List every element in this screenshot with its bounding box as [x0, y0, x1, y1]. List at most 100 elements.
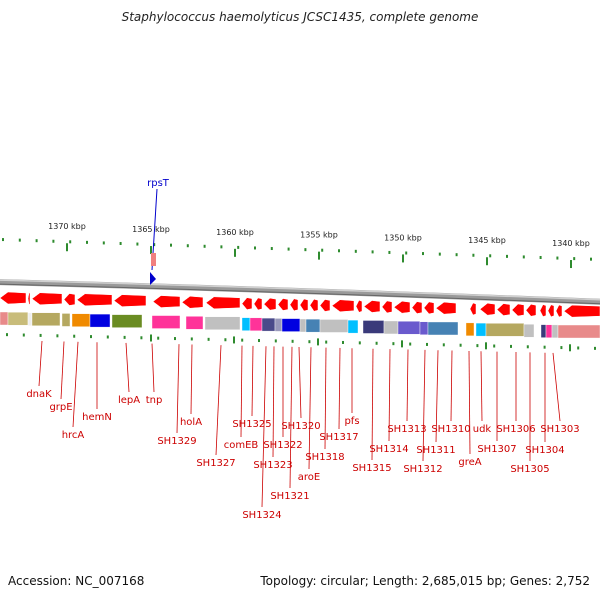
gene-arrow	[205, 296, 241, 310]
gene-arrow	[289, 298, 299, 312]
track-tick	[274, 339, 277, 343]
cog-block	[551, 324, 559, 339]
gene-arrow	[76, 293, 113, 307]
gene-label: SH1313	[387, 424, 426, 435]
track-major-tick	[569, 344, 571, 352]
gene-arrow	[469, 302, 477, 316]
gene-label: SH1312	[403, 464, 442, 475]
cog-block	[427, 321, 459, 336]
track-tick	[90, 335, 92, 339]
gene-label: SH1320	[281, 421, 320, 432]
scale-minor-tick	[422, 252, 424, 256]
gene-label: udk	[473, 424, 492, 435]
gene-label: lepA	[118, 395, 140, 406]
leader-line	[240, 345, 243, 438]
scale-bar: 1370 kbp 1365 kbp 1360 kbp 1355 kbp 1350 kbp…	[2, 222, 592, 269]
track-tick	[442, 343, 445, 347]
scale-minor-tick	[170, 243, 172, 247]
scale-label: 1340 kbp	[552, 239, 590, 248]
gene-label: dnaK	[26, 389, 52, 400]
cog-block	[475, 322, 487, 337]
cog-block	[151, 315, 181, 329]
track-tick	[6, 333, 8, 337]
leader-line	[450, 350, 453, 422]
track-tick	[39, 333, 42, 337]
backbone-highlight	[0, 279, 600, 301]
cog-block	[31, 312, 61, 326]
track-tick	[459, 343, 462, 347]
leader-line	[261, 346, 267, 508]
gene-arrow	[363, 300, 381, 313]
track-tick	[594, 346, 596, 350]
gene-arrow	[241, 297, 253, 310]
leader-line	[125, 342, 130, 393]
gene-arrow	[181, 295, 204, 309]
track-tick	[543, 345, 546, 349]
scale-minor-tick	[203, 244, 206, 248]
cog-block	[383, 320, 399, 335]
lower-tick-track	[6, 333, 596, 352]
cog-block	[299, 318, 307, 333]
leader-line	[468, 350, 471, 455]
scale-label: 1350 kbp	[384, 233, 422, 242]
scale-minor-tick	[405, 251, 408, 255]
gene-arrow	[113, 294, 147, 307]
track-major-tick	[150, 334, 152, 342]
gene-label: greA	[458, 457, 481, 468]
track-tick	[510, 344, 512, 348]
gene-arrow	[393, 300, 411, 314]
scale-minor-tick	[388, 250, 391, 254]
scale-major-tick	[402, 254, 404, 263]
cog-block	[540, 324, 547, 338]
track-tick	[358, 341, 361, 345]
accession-text: Accession: NC_007168	[8, 574, 145, 588]
cog-block	[397, 321, 421, 335]
cog-block	[111, 314, 143, 328]
leader-line	[324, 347, 327, 450]
track-tick	[308, 340, 311, 344]
cog-color-track	[0, 311, 600, 339]
gene-label: SH1307	[477, 444, 516, 455]
scale-minor-tick	[455, 253, 458, 257]
track-tick	[560, 346, 563, 350]
scale-minor-tick	[270, 247, 273, 251]
leader-line	[272, 346, 275, 458]
backbone-line	[0, 279, 600, 305]
leader-line	[308, 347, 312, 470]
scale-minor-tick	[153, 243, 156, 247]
gene-label: grpE	[49, 402, 72, 413]
cog-block	[61, 313, 71, 327]
leader-line	[38, 340, 43, 387]
cog-block	[557, 324, 600, 339]
leader-line	[480, 351, 483, 422]
track-major-tick	[233, 336, 235, 344]
cog-block	[523, 324, 535, 338]
gene-label: hemN	[82, 412, 112, 423]
gene-arrow	[511, 303, 525, 317]
gene-label: SH1327	[196, 458, 235, 469]
gene-arrow	[309, 298, 319, 312]
track-tick	[342, 340, 344, 344]
cog-block	[7, 311, 29, 326]
gene-arrow	[263, 297, 277, 311]
gene-arrow	[31, 292, 63, 306]
track-major-tick	[317, 338, 319, 346]
gene-label: SH1314	[369, 444, 408, 455]
cog-block	[241, 317, 251, 331]
cog-block	[465, 322, 475, 337]
gene-arrow	[277, 298, 289, 311]
track-tick	[241, 338, 244, 342]
leader-line	[298, 346, 302, 419]
scale-minor-tick	[304, 248, 307, 252]
genome-title: Staphylococcus haemolyticus JCSC1435, co…	[121, 10, 479, 24]
leader-line	[371, 348, 374, 461]
cog-block	[419, 321, 429, 335]
track-tick	[493, 344, 496, 348]
scale-minor-tick	[338, 249, 340, 253]
leader-line	[388, 349, 391, 442]
scale-minor-tick	[438, 252, 441, 256]
cog-block	[347, 319, 359, 334]
scale-minor-tick	[237, 245, 240, 249]
scale-major-tick	[66, 243, 68, 252]
